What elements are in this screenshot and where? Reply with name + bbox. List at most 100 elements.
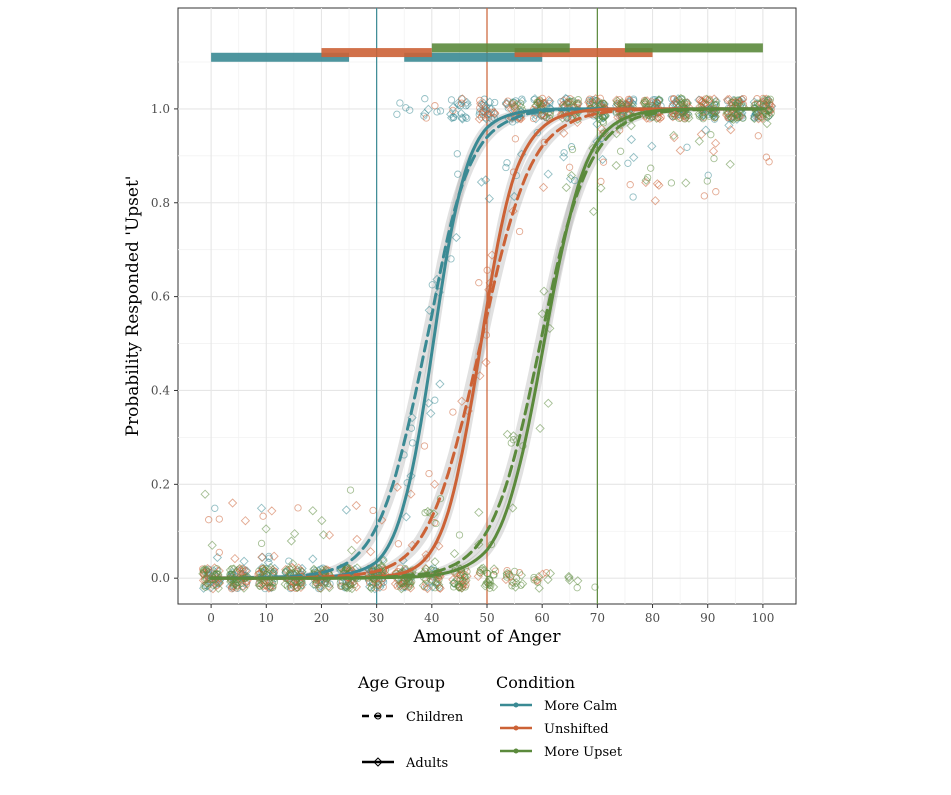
point-more-upset-adults — [728, 114, 739, 125]
point-unshifted-children — [529, 114, 538, 123]
point-more-upset-adults — [758, 95, 769, 105]
point-more-upset-adults — [214, 577, 224, 588]
point-more-calm-children — [408, 439, 417, 447]
point-more-calm-adults — [435, 379, 445, 389]
point-more-upset-adults — [264, 576, 274, 587]
point-unshifted-children — [765, 158, 773, 166]
point-more-upset-adults — [508, 503, 518, 513]
y-tick-label: 0.8 — [151, 196, 170, 210]
point-unshifted-adults — [429, 479, 440, 489]
point-more-upset-adults — [612, 96, 622, 106]
point-unshifted-adults — [281, 564, 291, 575]
point-more-upset-adults — [723, 108, 734, 118]
point-more-upset-children — [739, 114, 747, 122]
point-unshifted-children — [540, 138, 548, 147]
point-more-upset-children — [574, 96, 582, 104]
point-more-upset-adults — [537, 309, 547, 319]
legend-children-marker — [374, 712, 382, 720]
legend-item-unshifted: Unshifted — [500, 722, 609, 737]
point-more-calm-adults — [457, 114, 468, 124]
point-more-calm-children — [447, 96, 456, 104]
significance-bar-unshifted — [321, 48, 432, 58]
point-more-upset-adults — [676, 93, 686, 104]
point-more-upset-adults — [710, 112, 720, 122]
point-more-calm-adults — [517, 96, 527, 106]
point-more-upset-adults — [317, 515, 327, 526]
point-unshifted-adults — [227, 582, 237, 592]
point-unshifted-adults — [478, 106, 488, 117]
legend-more-calm-marker — [513, 702, 519, 708]
point-more-upset-adults — [597, 111, 607, 121]
y-tick-label: 0.6 — [151, 290, 170, 304]
y-tick-label: 0.2 — [151, 477, 170, 491]
point-more-calm-adults — [476, 177, 487, 187]
point-more-upset-adults — [324, 582, 335, 593]
point-unshifted-children — [431, 102, 439, 110]
point-more-upset-adults — [639, 97, 650, 108]
point-more-upset-adults — [564, 573, 574, 583]
point-more-upset-adults — [681, 178, 691, 188]
point-more-calm-adults — [485, 97, 495, 107]
point-more-calm-adults — [454, 100, 464, 110]
point-more-calm-adults — [453, 98, 463, 108]
y-tick-label: 0.4 — [151, 383, 170, 397]
point-more-upset-children — [432, 519, 440, 528]
point-more-upset-adults — [265, 581, 276, 591]
point-unshifted-children — [712, 188, 720, 196]
point-more-upset-adults — [460, 572, 470, 582]
legend: Age Group Children Adults Condition More… — [357, 673, 623, 771]
x-tick-label: 50 — [479, 611, 494, 625]
point-more-upset-adults — [596, 183, 606, 193]
point-more-calm-children — [683, 143, 691, 151]
point-more-upset-adults — [641, 175, 651, 185]
point-more-upset-adults — [254, 580, 264, 591]
point-more-calm-adults — [501, 98, 512, 108]
point-more-upset-adults — [738, 102, 749, 112]
point-more-upset-children — [455, 531, 464, 539]
point-unshifted-adults — [696, 129, 707, 140]
point-more-upset-children — [647, 164, 655, 172]
point-more-upset-adults — [592, 96, 602, 106]
point-more-upset-adults — [750, 103, 760, 114]
point-more-calm-children — [406, 106, 414, 114]
point-more-calm-adults — [509, 191, 519, 202]
point-unshifted-adults — [726, 125, 736, 135]
point-more-upset-adults — [280, 579, 290, 589]
point-more-upset-adults — [534, 583, 544, 593]
point-unshifted-adults — [624, 95, 635, 105]
point-unshifted-children — [449, 106, 457, 115]
curve-more-upset-adults — [209, 107, 765, 580]
point-more-upset-children — [509, 436, 518, 444]
point-unshifted-adults — [365, 547, 376, 557]
point-more-upset-adults — [200, 489, 210, 499]
point-more-calm-adults — [701, 125, 711, 135]
point-more-upset-adults — [479, 565, 489, 576]
point-more-upset-adults — [533, 98, 543, 108]
point-unshifted-adults — [710, 138, 721, 148]
point-more-upset-adults — [374, 564, 384, 574]
point-unshifted-children — [475, 279, 483, 287]
point-more-upset-adults — [543, 398, 553, 408]
point-more-upset-children — [503, 573, 511, 581]
y-axis: 0.0 0.2 0.4 0.6 0.8 1.0 — [151, 102, 178, 585]
point-more-upset-adults — [421, 574, 431, 584]
point-more-upset-adults — [423, 506, 433, 517]
point-more-calm-children — [704, 171, 712, 179]
point-more-upset-adults — [502, 429, 513, 440]
legend-item-more-upset: More Upset — [500, 745, 623, 760]
point-unshifted-children — [369, 506, 377, 515]
point-more-upset-children — [685, 111, 693, 119]
point-more-upset-children — [667, 179, 676, 187]
point-more-upset-adults — [508, 578, 519, 588]
y-tick-label: 0.0 — [151, 571, 170, 585]
point-more-upset-children — [568, 145, 577, 154]
point-more-calm-children — [502, 163, 510, 172]
point-unshifted-adults — [230, 553, 240, 564]
point-more-upset-adults — [430, 557, 440, 567]
point-unshifted-adults — [352, 534, 362, 545]
point-unshifted-adults — [432, 577, 442, 588]
point-more-calm-adults — [423, 398, 434, 408]
point-more-upset-children — [436, 494, 445, 503]
point-more-upset-children — [427, 566, 435, 574]
point-more-upset-children — [530, 573, 538, 582]
